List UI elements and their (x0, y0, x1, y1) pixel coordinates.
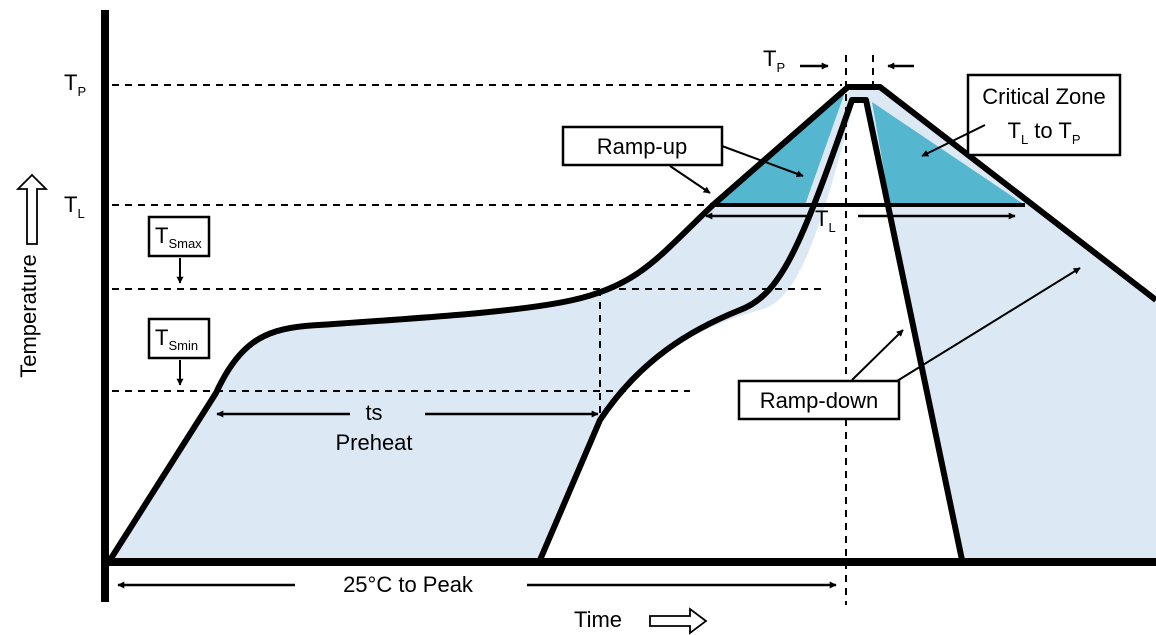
ramp-down-pointer-2 (896, 267, 1081, 382)
tsmax-box (147, 215, 211, 258)
bottom-span-label: 25°C to Peak (343, 572, 474, 597)
ramp-up-pointer-1 (669, 165, 711, 194)
ramp-down-box (737, 379, 901, 421)
ramp-up-label: Ramp-up (597, 134, 687, 159)
ramp-down-pointer-1 (851, 329, 904, 381)
tp-duration-label: TP (763, 46, 785, 75)
critical-zone-title: Critical Zone (982, 84, 1105, 109)
critical-zone-box (966, 73, 1122, 157)
tsmax-label: TSmax (155, 223, 202, 251)
y-axis-label: Temperature (16, 254, 41, 378)
tsmin-label: TSmin (155, 325, 198, 353)
time-right-arrow-icon (649, 607, 708, 635)
critical-zone-range: TL to TP (1008, 118, 1081, 147)
tl-duration-label: TL (815, 206, 836, 235)
temperature-up-arrow-icon (15, 173, 49, 245)
preheat-ts-label: ts (365, 400, 382, 425)
ramp-down-label: Ramp-down (760, 388, 879, 413)
tl-level-label: TL (64, 192, 85, 221)
tp-level-label: TP (64, 70, 86, 99)
critical-zone-right-region (872, 102, 1025, 205)
ramp-up-box (561, 125, 724, 167)
preheat-label: Preheat (335, 430, 412, 455)
dashed-lines (112, 55, 874, 605)
ramp-up-pointer-2 (721, 145, 804, 178)
max-profile-curve (107, 84, 1156, 562)
critical-zone-pointer (921, 124, 986, 157)
tsmin-box (147, 317, 211, 360)
min-profile-curve (537, 97, 965, 562)
x-axis-label: Time (574, 607, 622, 632)
